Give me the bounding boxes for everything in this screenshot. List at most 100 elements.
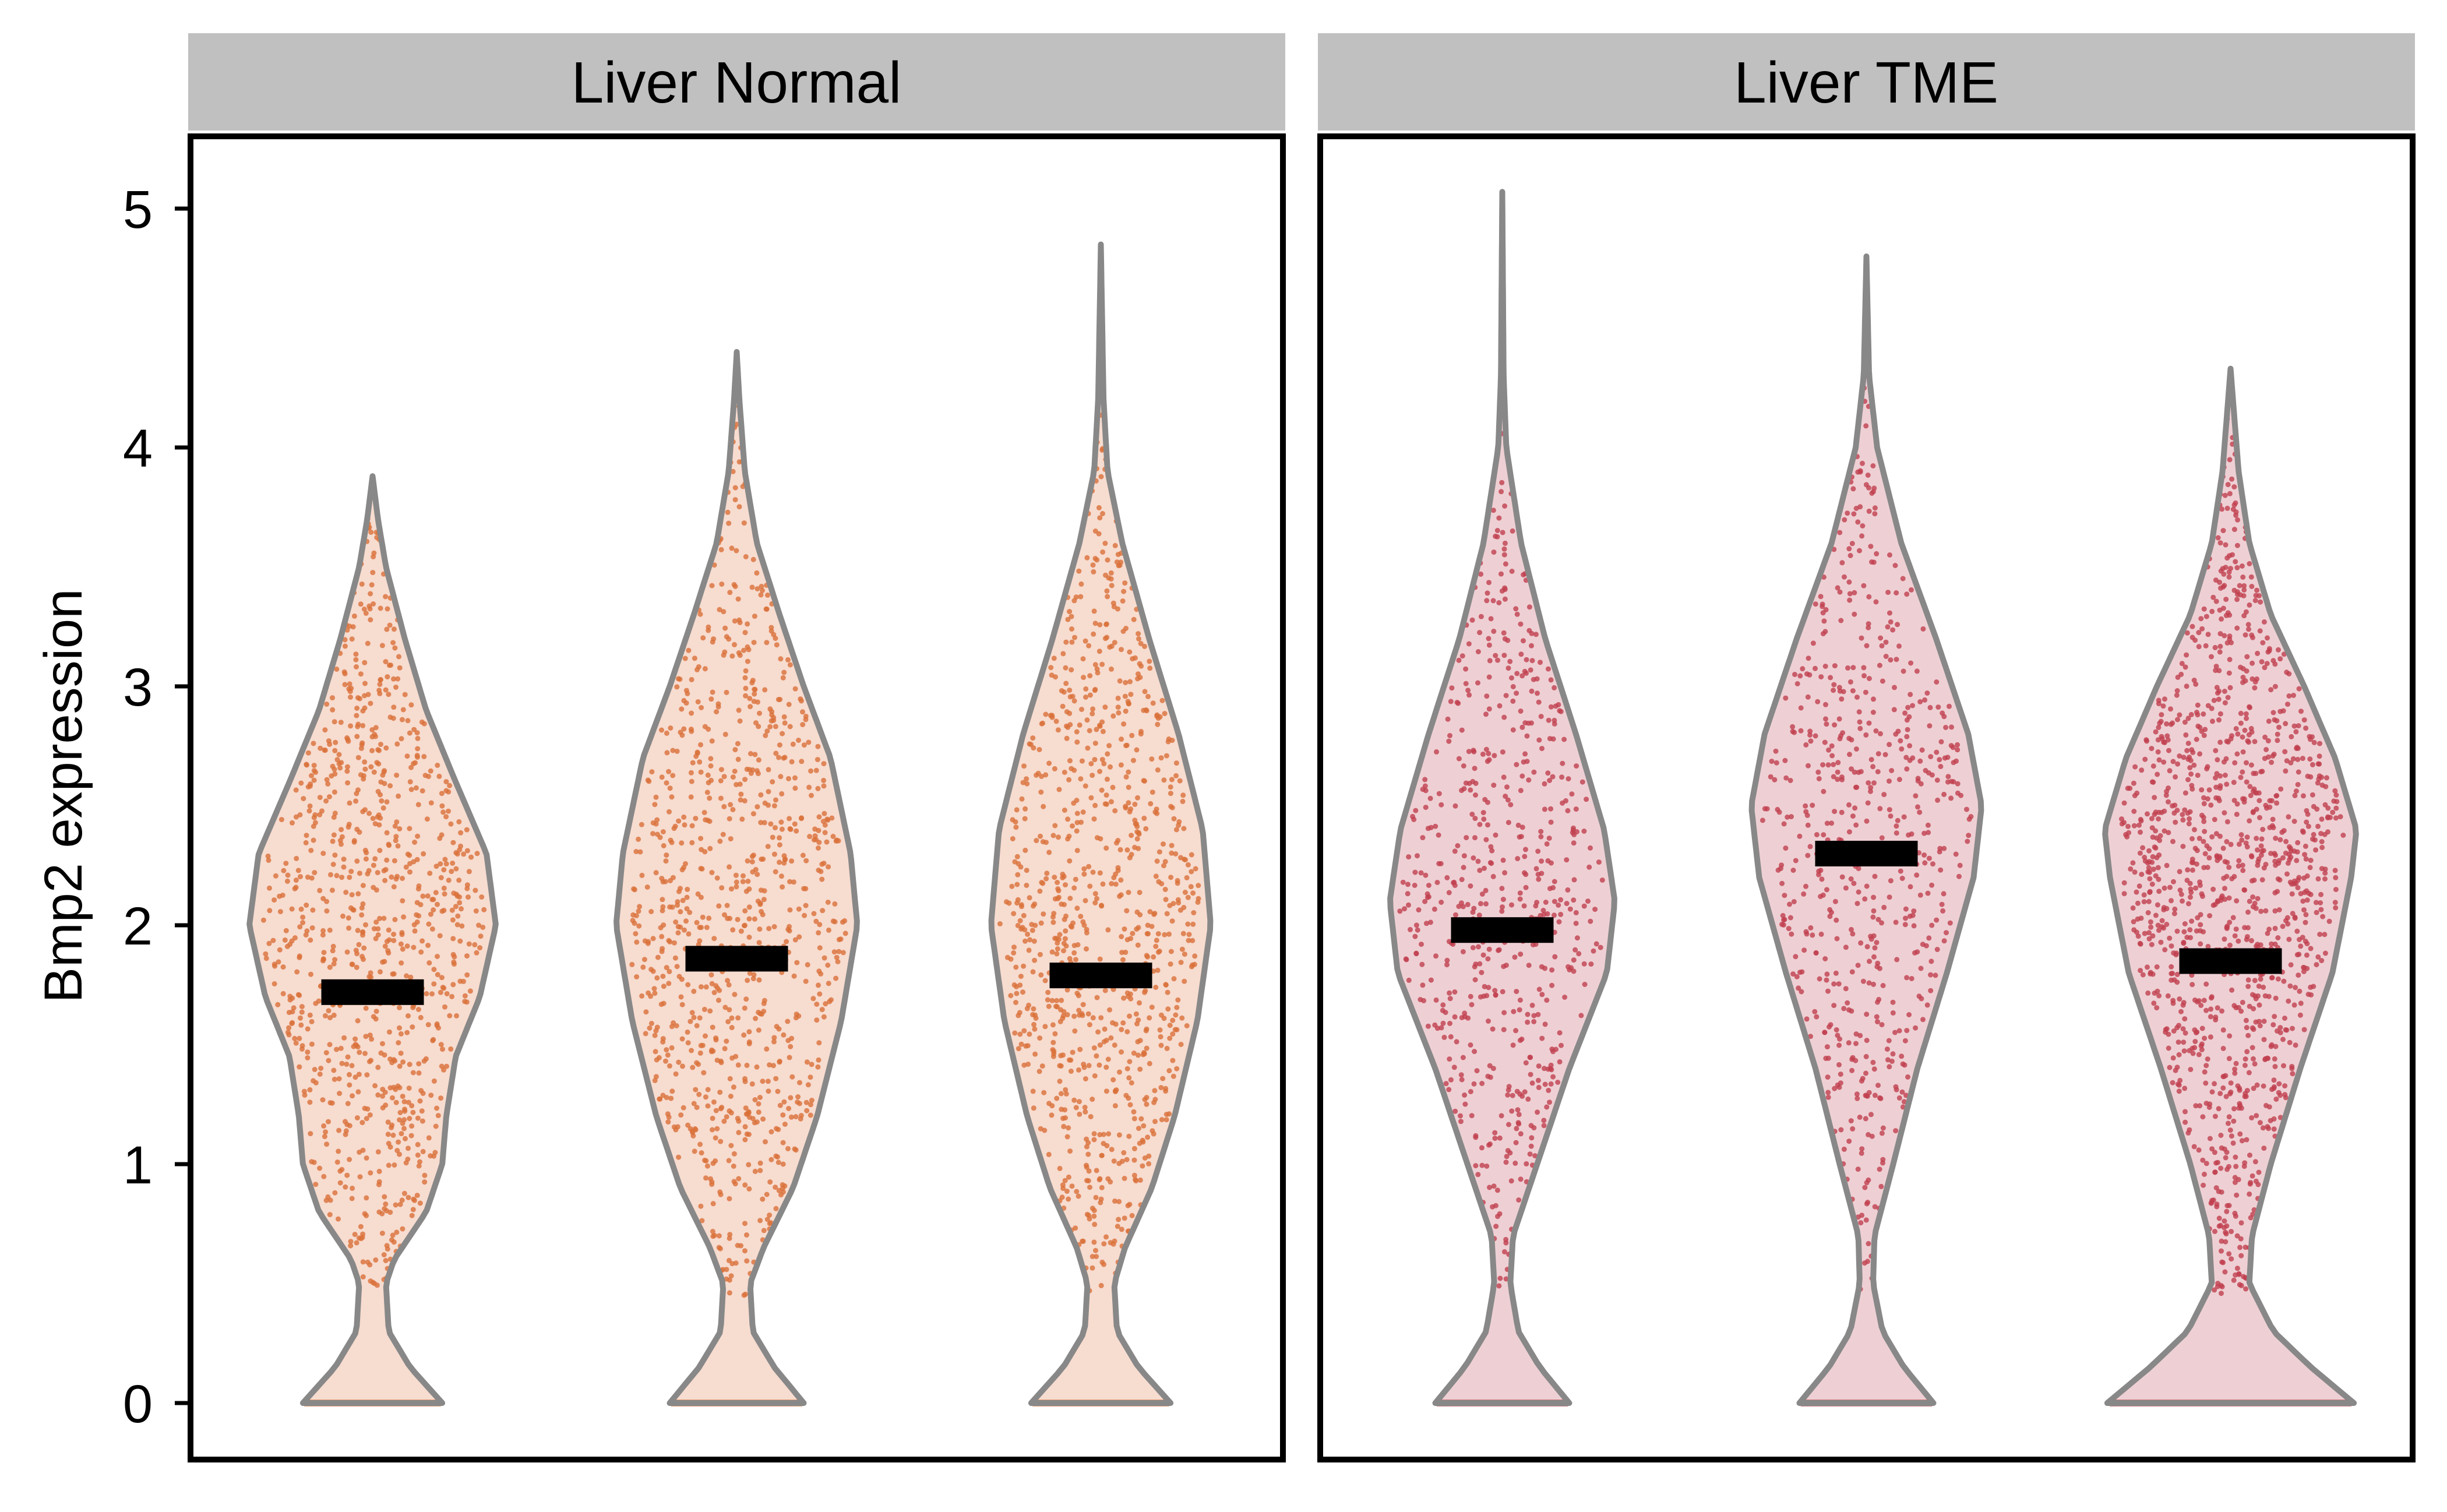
- data-point: [1136, 636, 1141, 642]
- data-point: [1857, 725, 1863, 731]
- data-point: [1823, 702, 1828, 707]
- data-point: [2332, 900, 2338, 905]
- data-point: [449, 907, 455, 913]
- data-point: [364, 1072, 370, 1078]
- data-point: [742, 1182, 748, 1188]
- data-point: [2192, 1039, 2198, 1044]
- data-point: [1851, 880, 1857, 886]
- data-point: [804, 1108, 810, 1113]
- data-point: [2218, 1133, 2224, 1138]
- data-point: [1793, 858, 1799, 864]
- data-point: [752, 916, 757, 922]
- data-point: [2296, 972, 2301, 978]
- data-point: [2229, 1229, 2234, 1235]
- data-point: [1485, 956, 1491, 962]
- data-point: [1064, 987, 1070, 993]
- data-point: [435, 972, 440, 978]
- data-point: [1599, 877, 1605, 883]
- data-point: [2276, 724, 2282, 730]
- data-point: [773, 724, 778, 729]
- data-point: [816, 827, 821, 833]
- data-point: [2249, 937, 2254, 943]
- data-point: [1501, 714, 1507, 720]
- data-point: [339, 834, 345, 840]
- data-point: [327, 1015, 333, 1021]
- data-point: [323, 1129, 329, 1135]
- data-point: [1842, 517, 1847, 523]
- data-point: [1586, 864, 1592, 870]
- data-point: [474, 950, 479, 956]
- data-point: [1845, 1000, 1850, 1006]
- data-point: [675, 924, 681, 929]
- data-point: [354, 706, 360, 711]
- data-point: [1059, 998, 1064, 1003]
- data-point: [2228, 1089, 2234, 1095]
- data-point: [383, 1102, 389, 1108]
- data-point: [1163, 1117, 1169, 1123]
- data-point: [1901, 668, 1906, 674]
- data-point: [334, 1046, 340, 1052]
- data-point: [2296, 723, 2301, 729]
- data-point: [1870, 1059, 1876, 1065]
- data-point: [1044, 870, 1050, 876]
- data-point: [1109, 881, 1115, 887]
- data-point: [397, 1025, 402, 1031]
- data-point: [1502, 503, 1508, 509]
- data-point: [272, 963, 278, 969]
- data-point: [656, 1055, 662, 1060]
- data-point: [633, 913, 639, 918]
- data-point: [1153, 873, 1159, 879]
- data-point: [1878, 1183, 1884, 1189]
- data-point: [1169, 918, 1175, 924]
- data-point: [2301, 1027, 2307, 1032]
- data-point: [660, 904, 666, 910]
- data-point: [829, 815, 835, 821]
- data-point: [1542, 1021, 1548, 1027]
- data-point: [807, 834, 813, 840]
- data-point: [695, 891, 701, 897]
- data-point: [1459, 877, 1465, 882]
- data-point: [1420, 835, 1426, 841]
- data-point: [1821, 788, 1827, 794]
- data-point: [299, 1043, 305, 1049]
- data-point: [1940, 710, 1945, 716]
- data-point: [756, 1101, 761, 1106]
- data-point: [2150, 763, 2156, 769]
- data-point: [1462, 1010, 1468, 1016]
- data-point: [336, 1127, 342, 1133]
- data-point: [417, 1159, 422, 1165]
- data-point: [764, 1217, 770, 1222]
- data-point: [2245, 910, 2251, 915]
- data-point: [825, 817, 831, 823]
- data-point: [297, 992, 302, 998]
- data-point: [657, 834, 663, 840]
- data-point: [1528, 1143, 1534, 1149]
- violin-group: [2102, 365, 2359, 1407]
- data-point: [2233, 1164, 2239, 1169]
- data-point: [716, 903, 722, 909]
- data-point: [2209, 1146, 2215, 1152]
- data-point: [2304, 819, 2310, 825]
- data-point: [1456, 904, 1462, 910]
- data-point: [1781, 917, 1787, 923]
- data-point: [370, 816, 376, 822]
- data-point: [2224, 781, 2230, 787]
- data-point: [350, 961, 355, 967]
- data-point: [1138, 728, 1144, 734]
- data-point: [1888, 813, 1894, 819]
- data-point: [330, 695, 335, 701]
- data-point: [423, 1056, 429, 1062]
- data-point: [1098, 1200, 1103, 1206]
- data-point: [1544, 841, 1550, 847]
- data-point: [387, 714, 393, 720]
- data-point: [1049, 714, 1055, 720]
- data-point: [1941, 845, 1947, 851]
- data-point: [1071, 1097, 1077, 1103]
- data-point: [2202, 829, 2208, 834]
- data-point: [1130, 931, 1136, 936]
- data-point: [2318, 900, 2323, 905]
- data-point: [1949, 778, 1955, 784]
- data-point: [387, 622, 393, 628]
- data-point: [2180, 898, 2185, 904]
- data-point: [796, 934, 802, 940]
